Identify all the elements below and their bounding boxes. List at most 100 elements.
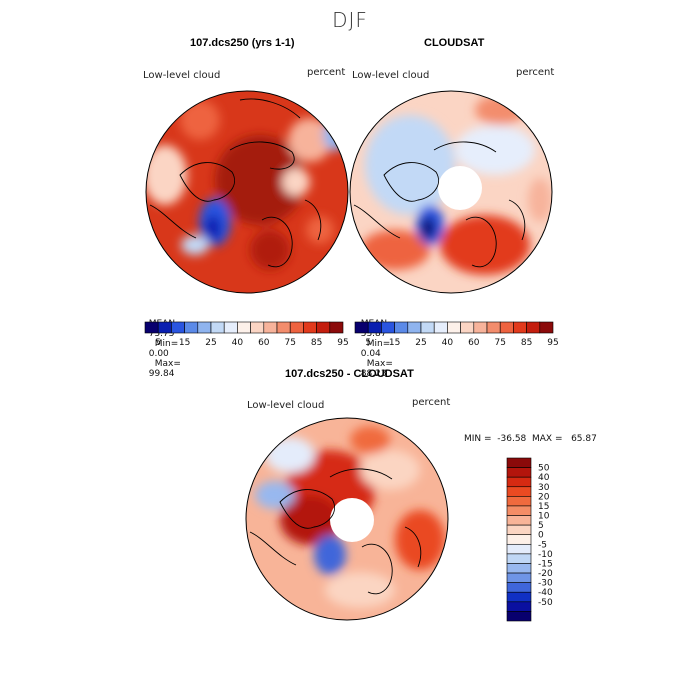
colorbar-tick-label: 20 [538, 492, 550, 502]
colorbar-swatch [303, 321, 317, 334]
colorbar-swatch [513, 321, 527, 334]
colorbar-swatch [506, 524, 532, 536]
panel-1-variable: Low-level cloud [143, 70, 221, 81]
min-value: 0.04 [360, 349, 381, 359]
colorbar-tick-label: 40 [232, 338, 244, 348]
colorbar-tick-label: 5 [155, 338, 161, 348]
colorbar-swatch [237, 321, 251, 334]
colorbar-tick-label: 75 [284, 338, 295, 348]
colorbar-swatch [276, 321, 291, 334]
colorbar-tick-label: 30 [538, 483, 550, 493]
panel-1-units: percent [307, 67, 346, 78]
map-cloudsat [349, 90, 553, 294]
colorbar-swatch [447, 321, 461, 334]
colorbar-swatch [506, 515, 532, 526]
colorbar-tick-label: 40 [538, 473, 550, 483]
colorbar-swatch [506, 467, 532, 478]
colorbar-tick-label: 5 [538, 521, 544, 531]
colorbar-swatch [526, 321, 541, 334]
colorbar-swatch [506, 563, 532, 574]
min-label: Min= [366, 339, 391, 349]
colorbar-swatch [250, 321, 265, 334]
colorbar-swatch [506, 591, 532, 603]
colorbar-tick-label: 85 [521, 338, 532, 348]
max-label: Max= [154, 359, 181, 369]
panel-3-minmax: MIN = -36.58 MAX = 65.87 [464, 434, 597, 444]
colorbar-tick-label: 15 [389, 338, 400, 348]
colorbar-swatch [171, 321, 185, 334]
colorbar-tick-label: 0 [538, 531, 544, 541]
panel-3-variable: Low-level cloud [247, 400, 325, 411]
colorbar-swatch [316, 321, 331, 334]
colorbar-tick-label: -30 [538, 579, 553, 589]
panel-3-title: 107.dcs250 - CLOUDSAT [285, 368, 414, 380]
map-difference [245, 417, 449, 621]
panel-2-units: percent [516, 67, 555, 78]
mean-value: 75.75 [148, 329, 175, 339]
colorbar-swatch [367, 321, 382, 334]
colorbar-swatch [506, 601, 532, 612]
colorbar-swatch [223, 321, 238, 334]
colorbar-tick-label: 15 [179, 338, 190, 348]
colorbar-panel-2: 5 15 25 40 60 75 85 95 [354, 321, 559, 348]
colorbar-swatch [263, 321, 278, 334]
colorbar-tick-label: 95 [337, 338, 348, 348]
colorbar-swatch [506, 505, 532, 516]
colorbar-swatch [407, 321, 422, 334]
colorbar-swatch [539, 321, 554, 334]
colorbar-swatch [197, 321, 212, 334]
mean-value: 53.87 [360, 329, 387, 339]
colorbar-swatch [157, 321, 172, 334]
colorbar-tick-label: 95 [547, 338, 558, 348]
colorbar-swatch [506, 611, 532, 622]
colorbar-tick-label: -5 [538, 540, 547, 550]
colorbar-tick-label: 10 [538, 512, 550, 522]
panel-3-units: percent [412, 397, 451, 408]
colorbar-swatch [354, 321, 369, 334]
colorbar-swatch [144, 321, 159, 334]
colorbar-tick-label: -15 [538, 559, 553, 569]
colorbar-tick-label: -10 [538, 550, 553, 560]
colorbar-tick-label: -40 [538, 588, 553, 598]
map-model [145, 90, 349, 294]
colorbar-tick-label: 25 [415, 338, 426, 348]
colorbar-swatch [486, 321, 501, 334]
colorbar-swatch [506, 572, 532, 583]
colorbar-tick-label: 5 [365, 338, 371, 348]
colorbar-tick-label: -50 [538, 598, 553, 608]
colorbar-swatch [506, 476, 532, 488]
colorbar-swatch [289, 321, 304, 334]
colorbar-swatch [381, 321, 395, 334]
figure-title: DJF [332, 8, 368, 32]
colorbar-tick-label: 75 [494, 338, 505, 348]
colorbar-swatch [506, 486, 532, 497]
colorbar-tick-label: 25 [205, 338, 216, 348]
colorbar-swatch [506, 457, 532, 468]
colorbar-panel-1: 5 15 25 40 60 75 85 95 [144, 321, 349, 348]
max-value: 88.23 [360, 369, 387, 379]
colorbar-tick-label: 15 [538, 502, 549, 512]
colorbar-swatch [394, 321, 409, 334]
colorbar-swatch [460, 321, 475, 334]
colorbar-swatch [506, 582, 532, 593]
colorbar-tick-label: 40 [442, 338, 454, 348]
colorbar-swatch [506, 496, 532, 507]
min-label: Min= [154, 339, 179, 349]
colorbar-swatch [329, 321, 344, 334]
colorbar-swatch [184, 321, 199, 334]
max-label: Max= [366, 359, 393, 369]
colorbar-tick-label: 60 [258, 338, 270, 348]
min-value: 0.00 [148, 349, 169, 359]
colorbar-swatch [506, 534, 532, 545]
colorbar-swatch [506, 553, 532, 564]
max-value: 99.84 [148, 369, 175, 379]
panel-1-title: 107.dcs250 (yrs 1-1) [190, 37, 295, 49]
colorbar-tick-label: 85 [311, 338, 322, 348]
colorbar-swatch [473, 321, 488, 334]
panel-2-title: CLOUDSAT [424, 37, 485, 49]
colorbar-swatch [420, 321, 435, 334]
colorbar-tick-label: -20 [538, 569, 553, 579]
colorbar-swatch [506, 543, 532, 555]
